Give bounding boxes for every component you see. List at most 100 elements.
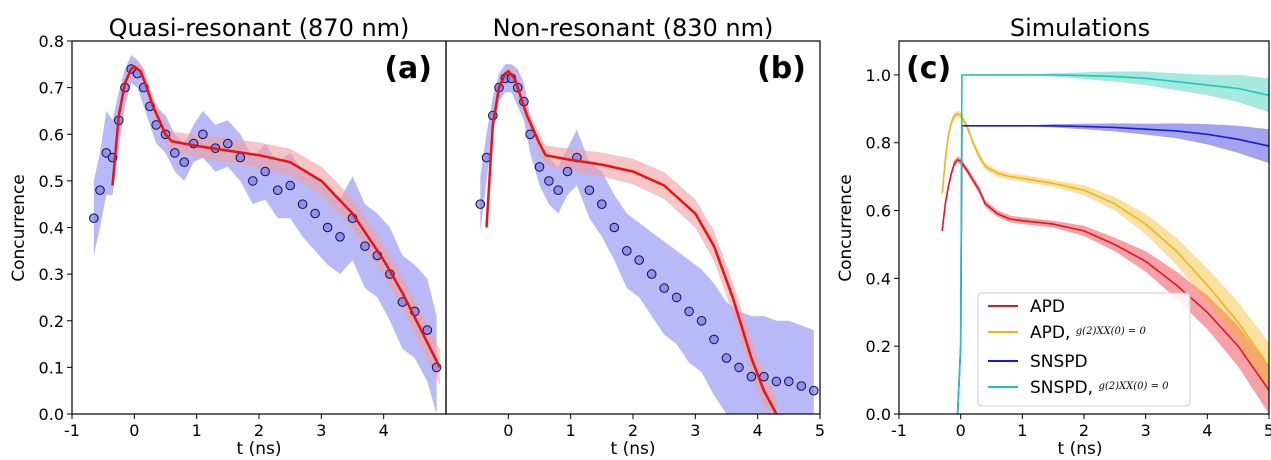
xtick-label: 0: [129, 421, 139, 440]
xtick-label: 3: [1141, 421, 1151, 440]
panel-a-points: [89, 64, 442, 373]
series-band: [942, 110, 1269, 391]
xtick-label: 3: [690, 421, 700, 440]
panel-c-title: Simulations: [1010, 14, 1150, 42]
panel-c-xlabel: t (ns): [1058, 439, 1103, 459]
xtick-label: 4: [379, 421, 389, 440]
panel-a-ylabel: Concurrence: [9, 174, 29, 282]
legend-label-snspd-g2: SNSPD, g(2)XX(0) = 0: [1030, 378, 1169, 398]
xtick-label: 1: [192, 421, 202, 440]
data-point: [809, 385, 819, 396]
data-point: [360, 241, 370, 251]
model-line: [111, 65, 441, 368]
ytick-label: 0.2: [39, 312, 64, 331]
series-line: [941, 158, 1269, 391]
panel-a-xlabel: t (ns): [237, 439, 282, 459]
legend-item-snspd: SNSPD: [988, 352, 1088, 372]
panel-a: Quasi-resonant (870 nm) -1 0 1 2 3 4 0.0 0.1 0.2…: [9, 14, 447, 459]
xtick-label: -1: [64, 421, 80, 440]
ytick-label: 0.7: [39, 79, 64, 98]
data-point: [709, 334, 719, 345]
panel-a-label: (a): [384, 51, 432, 86]
data-point: [609, 222, 620, 233]
data-point: [634, 255, 645, 265]
data-point: [671, 292, 682, 303]
ytick-label: 0.0: [866, 405, 891, 424]
data-point: [734, 362, 744, 373]
model-line: [485, 69, 778, 414]
ytick-label: 1.0: [866, 66, 891, 85]
data-point: [721, 353, 732, 363]
data-point: [198, 129, 208, 140]
panel-b: Non-resonant (830 nm) 0 1 2 3 4 5 (b) t (ns): [445, 14, 825, 459]
ytick-label: 0.1: [39, 358, 64, 377]
ytick-label: 0.8: [866, 134, 891, 153]
data-point: [544, 176, 554, 186]
data-point: [297, 199, 308, 209]
xtick-label: 5: [1264, 421, 1271, 440]
ytick-label: 0.5: [39, 172, 64, 191]
legend-box: [977, 292, 1191, 407]
series-line: [956, 74, 1269, 414]
panel-b-title: Non-resonant (830 nm): [493, 14, 774, 42]
data-point: [584, 185, 595, 195]
panel-a-ticks: -1 0 1 2 3 4 0.0 0.1 0.2 0.3 0.4 0.5 0.6 0.7 0.8: [39, 32, 389, 440]
ytick-label: 0.6: [866, 202, 891, 221]
panel-b-xlabel: t (ns): [611, 439, 656, 459]
model-uncertainty-band: [112, 61, 440, 386]
data-point: [89, 213, 99, 223]
data-point: [322, 222, 333, 233]
data-point: [310, 208, 320, 219]
data-point: [534, 162, 545, 172]
xtick-label: 3: [316, 421, 326, 440]
data-point: [248, 176, 258, 186]
xtick-label: 2: [254, 421, 264, 440]
data-point: [553, 185, 564, 195]
data-point: [646, 269, 657, 279]
panel-a-model-line: [111, 65, 441, 368]
data-point: [622, 246, 632, 256]
legend-label-snspd: SNSPD: [1030, 352, 1088, 372]
series-band: [957, 123, 1269, 414]
panel-a-data-band: [93, 55, 437, 414]
data-point: [659, 283, 670, 293]
data-point: [179, 157, 189, 167]
ytick-label: 0.4: [866, 269, 891, 288]
series-line: [941, 112, 1269, 367]
ytick-label: 0.4: [39, 219, 64, 238]
data-point: [475, 199, 486, 209]
data-point: [260, 166, 271, 177]
data-point: [796, 381, 807, 391]
legend-item-apd: APD: [988, 297, 1065, 317]
xtick-label: 4: [1202, 421, 1212, 440]
data-point: [746, 371, 757, 382]
data-point: [272, 185, 283, 195]
data-point: [335, 232, 345, 242]
xtick-label: -1: [891, 421, 907, 440]
panel-b-model-line: [485, 69, 778, 414]
legend-label-apd: APD: [1030, 297, 1065, 317]
data-uncertainty-band: [480, 64, 814, 414]
panel-b-data-band: [480, 64, 814, 414]
data-point: [422, 325, 433, 335]
data-point: [784, 376, 794, 387]
xtick-label: 5: [815, 421, 825, 440]
data-point: [170, 148, 180, 158]
ytick-label: 0.8: [39, 32, 64, 51]
panel-b-ticks: 0 1 2 3 4 5: [503, 414, 825, 440]
data-point: [696, 316, 707, 326]
data-point: [285, 180, 296, 191]
ytick-label: 0.6: [39, 125, 64, 144]
ytick-label: 0.0: [39, 405, 64, 424]
panel-a-model-band: [112, 61, 440, 386]
xtick-label: 1: [566, 421, 576, 440]
panel-a-title: Quasi-resonant (870 nm): [109, 14, 410, 42]
data-point: [95, 185, 105, 195]
xtick-label: 0: [956, 421, 966, 440]
ytick-label: 0.2: [866, 337, 891, 356]
panel-c: Simulations -1 0 1 2 3 4 5 0.0 0.2 0.4 0.6 0.8 1.0 (…: [836, 14, 1271, 459]
data-point: [235, 152, 246, 163]
ytick-label: 0.3: [39, 265, 64, 284]
legend-item-apd-g2: APD, g(2)XX(0) = 0: [988, 323, 1146, 343]
panel-b-label: (b): [757, 51, 806, 86]
